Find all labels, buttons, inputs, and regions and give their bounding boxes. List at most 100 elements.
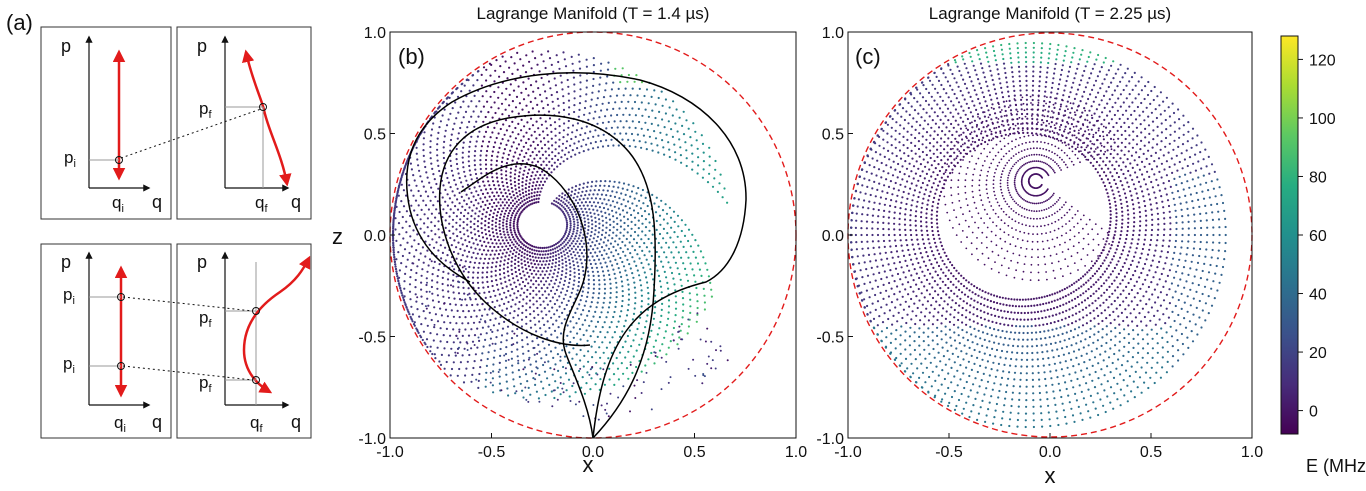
manifold-point [953, 144, 956, 147]
manifold-point [1146, 170, 1149, 173]
manifold-point [455, 215, 458, 218]
manifold-point [578, 272, 581, 276]
manifold-point [1093, 143, 1096, 146]
manifold-point [539, 117, 542, 120]
manifold-point [937, 126, 941, 129]
manifold-point [1114, 226, 1117, 229]
manifold-point [471, 237, 474, 240]
manifold-point [527, 349, 530, 353]
manifold-point [927, 91, 931, 94]
manifold-point [674, 151, 677, 154]
manifold-point [540, 163, 543, 166]
manifold-point [410, 189, 413, 192]
manifold-point [515, 212, 518, 215]
manifold-point [452, 291, 455, 294]
manifold-point [1011, 75, 1014, 78]
manifold-point [576, 289, 579, 292]
manifold-point [1119, 93, 1122, 96]
manifold-point [502, 218, 505, 221]
manifold-point [551, 248, 555, 251]
manifold-point [497, 253, 500, 256]
manifold-point [488, 62, 491, 65]
manifold-point [1083, 69, 1086, 73]
manifold-point [910, 141, 913, 144]
manifold-point [951, 88, 954, 91]
manifold-point [529, 258, 532, 261]
manifold-point [399, 289, 402, 292]
manifold-point [1202, 158, 1205, 161]
manifold-point [617, 253, 620, 256]
trajectory-line [405, 72, 747, 439]
manifold-point [1164, 187, 1167, 190]
manifold-point [516, 210, 519, 213]
manifold-point [1017, 56, 1020, 59]
manifold-point [590, 215, 593, 218]
manifold-point [392, 251, 395, 254]
manifold-point [540, 380, 543, 383]
manifold-point [1169, 124, 1172, 127]
manifold-point [1104, 126, 1108, 129]
manifold-point [975, 93, 978, 96]
manifold-point [915, 86, 918, 89]
manifold-point [665, 256, 668, 259]
manifold-point [601, 326, 604, 329]
manifold-point [461, 298, 464, 301]
manifold-point [553, 292, 557, 295]
manifold-point [1103, 118, 1106, 121]
manifold-point [444, 226, 447, 229]
manifold-point [1138, 233, 1141, 237]
manifold-point [871, 157, 874, 160]
manifold-point [561, 266, 564, 269]
manifold-point [627, 100, 630, 103]
manifold-point [512, 194, 515, 197]
manifold-point [499, 127, 502, 131]
manifold-point [1008, 47, 1011, 50]
manifold-point [569, 203, 572, 206]
manifold-point [569, 220, 572, 223]
manifold-point [416, 296, 419, 299]
manifold-point [589, 368, 592, 371]
manifold-point [928, 194, 931, 198]
manifold-point [933, 71, 936, 74]
manifold-point [535, 390, 539, 393]
manifold-point [908, 162, 911, 165]
manifold-point [585, 211, 588, 214]
manifold-point [477, 115, 480, 118]
manifold-point [1112, 77, 1115, 80]
manifold-point [574, 403, 577, 406]
manifold-point [855, 241, 858, 244]
manifold-point [903, 152, 906, 155]
manifold-point [565, 389, 568, 392]
manifold-point [1094, 131, 1098, 134]
manifold-point [925, 172, 929, 175]
manifold-point [589, 211, 592, 214]
manifold-point [489, 74, 492, 77]
manifold-point [689, 262, 692, 265]
manifold-point [404, 303, 407, 307]
manifold-point [506, 262, 509, 265]
manifold-point [403, 167, 406, 170]
manifold-point [619, 256, 622, 260]
manifold-point [587, 148, 590, 151]
manifold-point [1035, 123, 1038, 126]
manifold-point [929, 156, 932, 160]
manifold-point [570, 190, 574, 193]
manifold-point [641, 114, 644, 117]
manifold-point [490, 163, 493, 166]
manifold-point [1071, 145, 1074, 148]
manifold-point [473, 309, 476, 312]
manifold-point [468, 187, 471, 190]
manifold-point [1180, 182, 1183, 185]
manifold-point [937, 198, 941, 201]
manifold-point [681, 316, 684, 319]
manifold-point [592, 404, 595, 406]
manifold-point [1057, 43, 1060, 47]
manifold-point [472, 242, 475, 245]
manifold-point [623, 221, 626, 225]
chart-title: Lagrange Manifold (T = 2.25 µs) [929, 4, 1171, 23]
manifold-point [480, 149, 483, 152]
manifold-point [928, 79, 932, 82]
manifold-point [676, 214, 680, 217]
manifold-point [578, 328, 582, 331]
manifold-point [528, 199, 531, 203]
